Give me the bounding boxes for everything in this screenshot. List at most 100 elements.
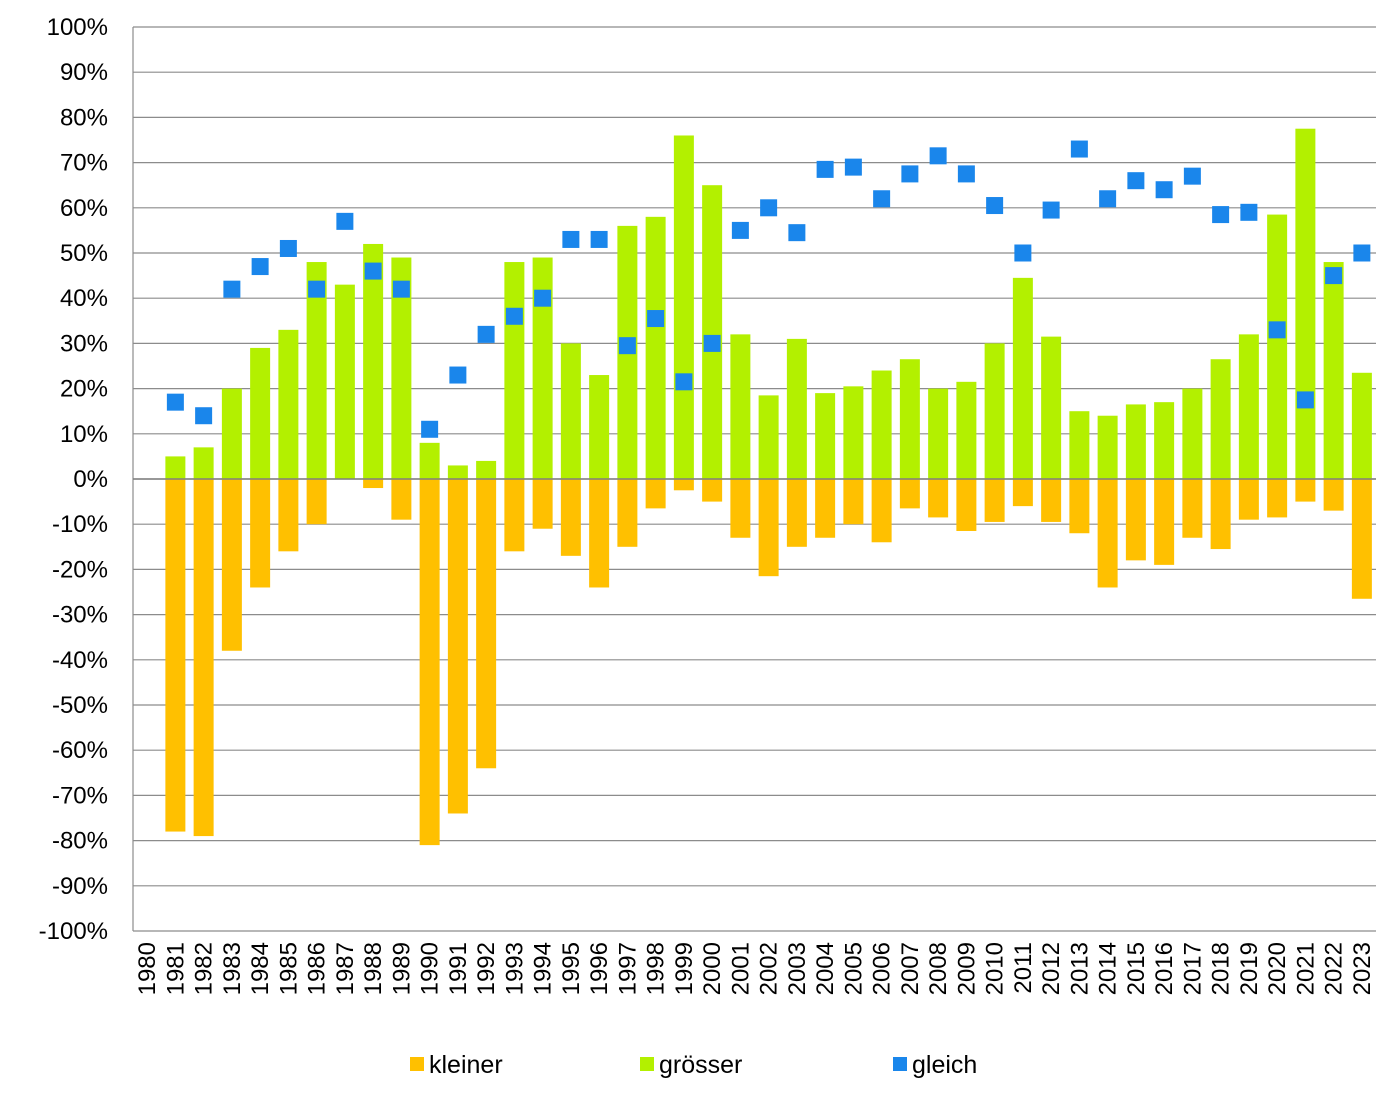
x-tick-label: 1980	[134, 942, 161, 995]
y-tick-label: 30%	[60, 330, 108, 357]
x-tick-label: 2014	[1095, 942, 1122, 995]
bar-grösser-1987	[334, 284, 355, 479]
marker-gleich-1986	[308, 280, 326, 298]
bar-grösser-2013	[1069, 411, 1090, 479]
bar-kleiner-2000	[702, 479, 723, 502]
bar-kleiner-1991	[447, 479, 468, 814]
bar-kleiner-2013	[1069, 479, 1090, 534]
x-tick-label: 2012	[1038, 942, 1065, 995]
y-tick-label: -10%	[52, 511, 108, 538]
bar-kleiner-2005	[843, 479, 864, 525]
bar-grösser-1982	[193, 447, 214, 479]
bar-grösser-1983	[221, 388, 242, 479]
marker-gleich-1996	[590, 230, 608, 248]
bar-kleiner-2007	[899, 479, 920, 509]
y-tick-label: 20%	[60, 376, 108, 403]
y-axis-tick-labels: -100% -90% -80% -70% -60% -50% -40% -30% -20% -10…	[39, 14, 108, 945]
x-tick-label: 2018	[1208, 942, 1235, 995]
marker-gleich-2019	[1240, 203, 1258, 221]
x-tick-label: 1994	[530, 942, 557, 995]
x-tick-label: 1982	[191, 942, 218, 995]
y-tick-label: 0%	[73, 466, 108, 493]
marker-gleich-2021	[1296, 391, 1314, 409]
marker-gleich-2007	[901, 165, 919, 183]
legend-swatch-gleich	[893, 1057, 907, 1071]
marker-gleich-1992	[477, 325, 495, 343]
bar-kleiner-1984	[250, 479, 271, 588]
y-tick-label: -20%	[52, 556, 108, 583]
y-tick-label: -100%	[39, 918, 108, 945]
marker-gleich-1999	[675, 373, 693, 391]
x-tick-label: 2023	[1349, 942, 1376, 995]
bar-kleiner-1997	[617, 479, 638, 547]
bar-grösser-2020	[1267, 214, 1288, 479]
marker-gleich-2017	[1183, 167, 1201, 185]
bar-kleiner-2019	[1238, 479, 1259, 520]
x-tick-label: 1995	[558, 942, 585, 995]
x-tick-label: 2013	[1066, 942, 1093, 995]
marker-gleich-2023	[1353, 244, 1371, 262]
bar-grösser-2022	[1323, 262, 1344, 479]
bar-grösser-2011	[1012, 277, 1033, 479]
marker-gleich-2009	[957, 165, 975, 183]
marker-gleich-2018	[1212, 206, 1230, 224]
marker-gleich-2020	[1268, 321, 1286, 339]
bar-grösser-2016	[1154, 402, 1175, 479]
bar-grösser-2000	[702, 185, 723, 479]
bar-kleiner-1995	[560, 479, 581, 556]
x-tick-label: 1983	[219, 942, 246, 995]
legend-swatch-grösser	[640, 1057, 654, 1071]
bar-kleiner-2018	[1210, 479, 1231, 550]
bar-kleiner-2003	[786, 479, 807, 547]
bar-kleiner-1988	[363, 479, 384, 489]
y-tick-label: 10%	[60, 421, 108, 448]
bar-kleiner-2011	[1012, 479, 1033, 507]
marker-gleich-1982	[195, 407, 213, 425]
marker-gleich-2005	[844, 158, 862, 176]
bar-kleiner-1981	[165, 479, 186, 832]
bar-grösser-2005	[843, 386, 864, 479]
legend-label-gleich: gleich	[912, 1051, 977, 1079]
y-tick-label: -40%	[52, 647, 108, 674]
bar-kleiner-2023	[1351, 479, 1372, 599]
x-tick-label: 2017	[1179, 942, 1206, 995]
y-tick-label: -50%	[52, 692, 108, 719]
y-tick-label: -70%	[52, 782, 108, 809]
marker-gleich-2008	[929, 147, 947, 165]
y-tick-label: 50%	[60, 240, 108, 267]
bar-grösser-1991	[447, 465, 468, 479]
x-tick-label: 1988	[360, 942, 387, 995]
x-tick-label: 1991	[445, 942, 472, 995]
marker-gleich-1997	[618, 337, 636, 355]
x-tick-label: 2022	[1321, 942, 1348, 995]
marker-gleich-1990	[421, 420, 439, 438]
y-tick-label: 100%	[47, 14, 108, 41]
bar-grösser-2014	[1097, 415, 1118, 479]
x-tick-label: 1998	[643, 942, 670, 995]
legend-label-kleiner: kleiner	[429, 1051, 503, 1079]
y-tick-label: 40%	[60, 285, 108, 312]
bar-grösser-2021	[1295, 128, 1316, 479]
bar-kleiner-1992	[476, 479, 497, 769]
marker-gleich-1987	[336, 212, 354, 230]
marker-gleich-1988	[364, 262, 382, 280]
marker-gleich-1993	[505, 307, 523, 325]
x-tick-label: 2019	[1236, 942, 1263, 995]
marker-gleich-2002	[760, 199, 778, 217]
x-tick-label: 2004	[812, 942, 839, 995]
bar-grösser-2008	[928, 388, 949, 479]
marker-gleich-2004	[816, 160, 834, 178]
bar-grösser-2009	[956, 381, 977, 479]
bar-grösser-2018	[1210, 359, 1231, 479]
bar-kleiner-1998	[645, 479, 666, 509]
bar-grösser-2006	[871, 370, 892, 479]
bar-grösser-1993	[504, 262, 525, 479]
x-tick-label: 2007	[897, 942, 924, 995]
x-tick-label: 2020	[1264, 942, 1291, 995]
bar-grösser-2023	[1351, 372, 1372, 479]
bar-grösser-1990	[419, 442, 440, 479]
y-tick-label: -90%	[52, 873, 108, 900]
y-tick-label: -80%	[52, 828, 108, 855]
y-tick-label: -60%	[52, 737, 108, 764]
